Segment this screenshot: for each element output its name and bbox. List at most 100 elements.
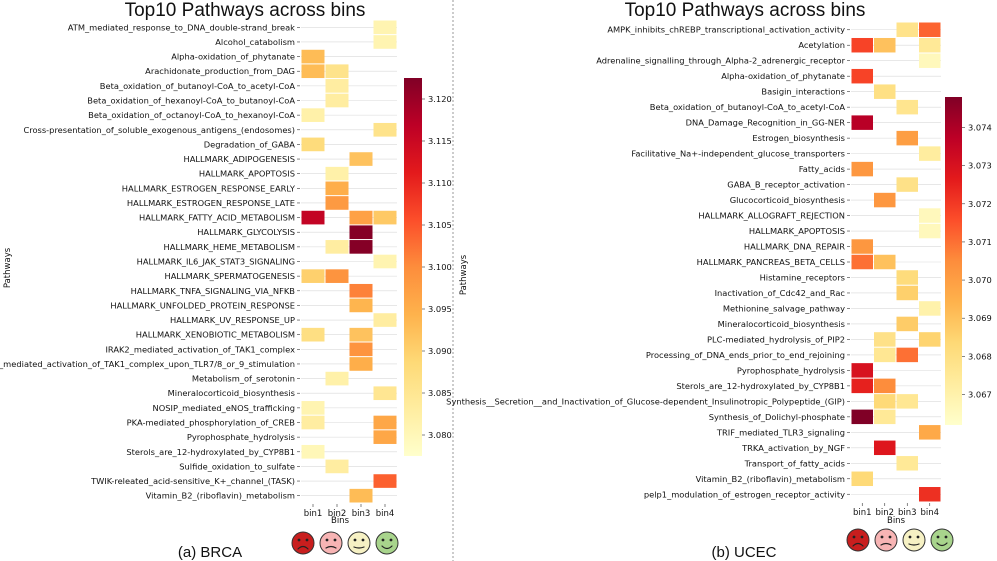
colorbar-tick-label: 3.072	[968, 199, 992, 209]
row-label: HALLMARK_ESTROGEN_RESPONSE_LATE	[127, 198, 295, 208]
row-label: Alpha-oxidation_of_phytanate	[171, 52, 295, 62]
heatmap-cell	[373, 210, 397, 225]
column-label: bin4	[376, 509, 395, 519]
heatmap-cell	[896, 270, 918, 285]
colorbar-tick-label: 3.100	[428, 262, 452, 272]
row-label: HALLMARK_XENOBIOTIC_METABOLISM	[136, 330, 295, 340]
heatmap-cell	[874, 440, 896, 456]
row-label: HALLMARK_APOPTOSIS	[749, 226, 845, 236]
heatmap-cell	[851, 37, 873, 53]
colorbar-tick-label: 3.115	[428, 136, 452, 146]
heatmap-cell	[919, 223, 941, 239]
panel-caption-brca: (a) BRCA	[178, 544, 242, 561]
heatmap-cell	[919, 208, 941, 223]
heatmap-cell	[373, 430, 397, 444]
face-legend-brca	[291, 531, 399, 555]
heatmap-cell	[349, 298, 373, 313]
heatmap-cell	[896, 285, 918, 301]
row-label: DNA_Damage_Recognition_in_GG-NER	[686, 118, 846, 128]
heatmap-cell	[874, 409, 896, 425]
very-sad-face-icon	[291, 531, 315, 555]
heatmap-cell	[851, 409, 873, 425]
heatmap-cell	[325, 371, 349, 386]
heatmap-cell	[301, 64, 325, 79]
row-label: Transport_of_fatty_acids	[744, 458, 845, 468]
heatmap-cell	[851, 68, 873, 84]
heatmap-cell	[301, 210, 325, 225]
heatmap-cell	[325, 181, 349, 196]
row-label: Fatty_acids	[799, 164, 845, 174]
row-label: TRKA_activation_by_NGF	[741, 443, 845, 453]
colorbar-tick-label: 3.074	[968, 123, 992, 133]
row-label: HALLMARK_ADIPOGENESIS	[184, 154, 296, 164]
sad-face-icon	[874, 528, 898, 552]
row-label: Sulfide_oxidation_to_sulfate	[179, 461, 295, 471]
heatmap-cell	[325, 269, 349, 283]
heatmap-cell	[874, 394, 896, 409]
neutral-face-icon	[347, 531, 371, 555]
row-label: Acetylation	[798, 40, 845, 50]
heatmap-cell	[301, 269, 325, 283]
row-label: Metabolism_of_serotonin	[192, 374, 295, 384]
row-label: HALLMARK_UV_RESPONSE_UP	[170, 315, 295, 325]
row-label: Alcohol_catabolism	[215, 37, 295, 47]
heatmap-cell	[373, 313, 397, 327]
heatmap-ucec: Top10 Pathways across bins Pathways Bins…	[446, 0, 992, 561]
row-label: Glucocorticoid_biosynthesis	[730, 195, 845, 205]
row-labels-ucec: AMPK_inhibits_chREBP_transcriptional_act…	[446, 25, 850, 499]
heatmap-cell	[874, 192, 896, 208]
heatmap-cell	[325, 196, 349, 210]
row-label: IRAK2_mediated_activation_of_TAK1_comple…	[105, 344, 295, 354]
colorbar-tick-label: 3.120	[428, 94, 452, 104]
heatmap-cells-ucec	[851, 22, 941, 502]
colorbar-tick-label: 3.085	[428, 388, 452, 398]
heatmap-cells-brca	[301, 20, 397, 503]
row-label: Mineralocorticoid_biosynthesis	[718, 319, 845, 329]
colorbar-tick-label: 3.090	[428, 346, 452, 356]
sad-face-icon	[319, 531, 343, 555]
heatmap-cell	[349, 327, 373, 342]
row-label: HALLMARK_DNA_REPAIR	[744, 242, 845, 252]
colorbar-tick-label: 3.067	[968, 389, 992, 399]
heatmap-cell	[349, 240, 373, 254]
row-label: Vitamin_B2_(riboflavin)_metabolism	[696, 474, 845, 484]
row-label: HALLMARK_FATTY_ACID_METABOLISM	[139, 213, 295, 223]
colorbar-ticks-brca: 3.080 3.085 3.090 3.095 3.100 3.105 3.110 3.115…	[422, 94, 452, 440]
row-label: HALLMARK_GLYCOLYSIS	[197, 227, 295, 237]
heatmap-cell	[851, 161, 873, 177]
heatmap-cell	[851, 115, 873, 130]
heatmap-cell	[301, 327, 325, 342]
heatmap-cell	[896, 316, 918, 332]
heatmap-cell	[325, 79, 349, 93]
heatmap-cell	[373, 386, 397, 401]
row-label: Beta_oxidation_of_butanoyl-CoA_to_acetyl…	[650, 102, 846, 112]
row-label: HALLMARK_ESTROGEN_RESPONSE_EARLY	[122, 183, 296, 193]
heatmap-cell	[896, 456, 918, 471]
row-label: Basigin_interactions	[761, 87, 845, 97]
row-label: Cross-presentation_of_soluble_exogenous_…	[23, 125, 295, 135]
heatmap-cell	[349, 283, 373, 298]
heatmap-cell	[349, 488, 373, 503]
heatmap-cell	[919, 425, 941, 440]
row-label: Mineralocorticoid_biosynthesis	[168, 388, 295, 398]
heatmap-cell	[919, 53, 941, 68]
x-axis-label-brca: Bins	[331, 516, 350, 526]
row-label: HALLMARK_APOPTOSIS	[199, 169, 295, 179]
heatmap-cell	[325, 240, 349, 254]
heatmap-cell	[919, 37, 941, 53]
row-labels-brca: ATM_mediated_response_to_DNA_double-stra…	[0, 22, 300, 501]
row-label: AMPK_inhibits_chREBP_transcriptional_act…	[607, 25, 845, 35]
happy-face-icon	[375, 531, 399, 555]
row-label: HALLMARK_TNFA_SIGNALING_VIA_NFKB	[131, 286, 296, 296]
heatmap-cell	[874, 37, 896, 53]
heatmap-cell	[325, 64, 349, 79]
row-label: Pyrophosphate_hydrolysis	[737, 365, 845, 375]
column-label: bin2	[875, 508, 894, 518]
column-label: bin2	[328, 509, 347, 519]
heatmap-cell	[349, 357, 373, 371]
heatmap-cell	[373, 415, 397, 430]
heatmap-brca: Top10 Pathways across bins Pathways Bins…	[0, 0, 452, 561]
column-label: bin1	[304, 509, 323, 519]
heatmap-cell	[325, 93, 349, 108]
